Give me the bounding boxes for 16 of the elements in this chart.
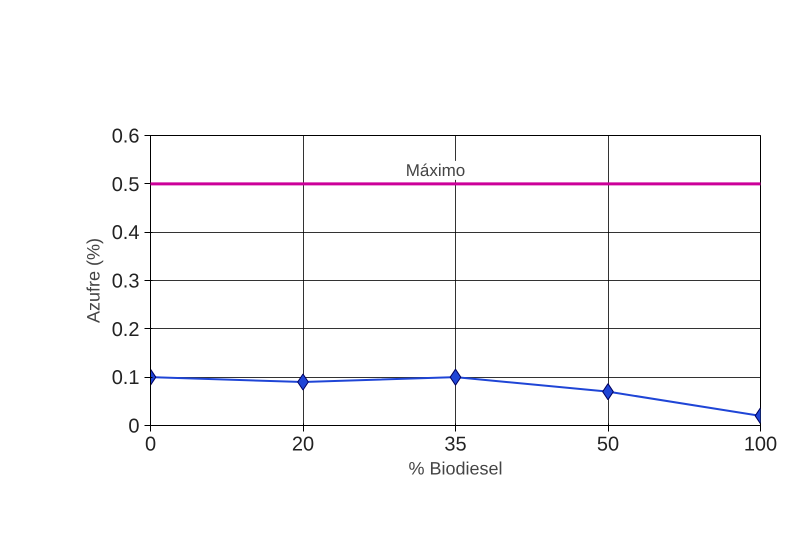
y-tick-label: 0.6 (112, 126, 140, 148)
y-tick-label: 0.3 (112, 270, 140, 292)
x-tick-label: 100 (744, 434, 778, 456)
x-tick-label: 20 (292, 434, 314, 456)
y-tick-label: 0.1 (112, 367, 140, 390)
y-axis-title: Azufre (%) (84, 238, 104, 324)
x-tick-label: 35 (444, 434, 467, 456)
ref-line-label: Máximo (406, 160, 466, 180)
x-tick-label: 50 (596, 434, 620, 456)
y-tick-label: 0.4 (112, 222, 140, 244)
y-tick-label: 0.5 (112, 174, 140, 196)
x-axis-title: % Biodiesel (408, 458, 503, 478)
x-tick-label: 0 (144, 434, 156, 456)
point (297, 374, 309, 390)
y-tick-label: 0.2 (112, 318, 140, 341)
y-tick-label: 0 (128, 416, 140, 438)
